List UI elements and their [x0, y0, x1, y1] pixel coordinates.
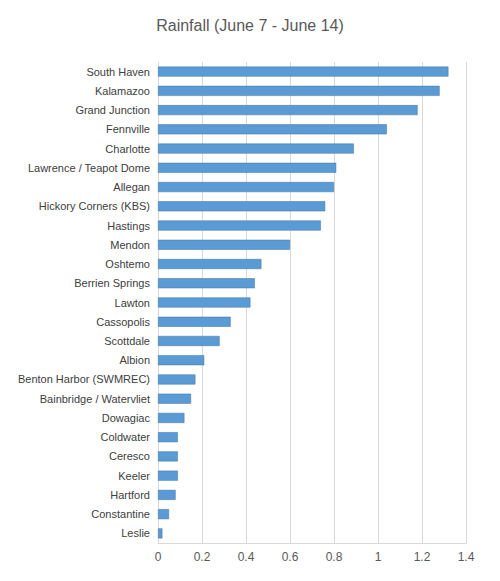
svg-text:Oshtemo: Oshtemo [105, 258, 150, 270]
svg-text:0.2: 0.2 [194, 550, 211, 564]
svg-text:Berrien Springs: Berrien Springs [74, 277, 150, 289]
svg-text:Benton Harbor (SWMREC): Benton Harbor (SWMREC) [18, 373, 150, 385]
svg-text:Rainfall (June 7 - June 14): Rainfall (June 7 - June 14) [156, 17, 344, 34]
svg-text:Constantine: Constantine [91, 508, 150, 520]
svg-text:Kalamazoo: Kalamazoo [95, 85, 150, 97]
svg-text:Coldwater: Coldwater [100, 431, 150, 443]
svg-text:Dowagiac: Dowagiac [102, 412, 151, 424]
svg-text:Hartford: Hartford [110, 489, 150, 501]
svg-text:0: 0 [155, 550, 162, 564]
svg-text:Lawton: Lawton [115, 297, 150, 309]
svg-text:0.4: 0.4 [238, 550, 255, 564]
svg-text:Hickory Corners (KBS): Hickory Corners (KBS) [39, 200, 150, 212]
svg-text:0.8: 0.8 [326, 550, 343, 564]
svg-text:Grand Junction: Grand Junction [75, 104, 150, 116]
svg-text:Albion: Albion [119, 354, 150, 366]
svg-text:Cassopolis: Cassopolis [96, 316, 150, 328]
svg-text:Mendon: Mendon [110, 239, 150, 251]
svg-text:0.6: 0.6 [282, 550, 299, 564]
svg-text:Bainbridge / Watervliet: Bainbridge / Watervliet [40, 393, 150, 405]
svg-text:Fennville: Fennville [106, 123, 150, 135]
svg-text:South Haven: South Haven [86, 66, 150, 78]
svg-text:Scottdale: Scottdale [104, 335, 150, 347]
svg-text:1.4: 1.4 [458, 550, 475, 564]
svg-text:Lawrence / Teapot Dome: Lawrence / Teapot Dome [28, 162, 150, 174]
svg-text:1.2: 1.2 [414, 550, 431, 564]
svg-text:Ceresco: Ceresco [109, 450, 150, 462]
svg-text:Allegan: Allegan [113, 181, 150, 193]
svg-text:Leslie: Leslie [121, 527, 150, 539]
svg-text:1: 1 [375, 550, 382, 564]
svg-text:Charlotte: Charlotte [105, 143, 150, 155]
svg-text:Hastings: Hastings [107, 220, 150, 232]
svg-text:Keeler: Keeler [118, 470, 150, 482]
